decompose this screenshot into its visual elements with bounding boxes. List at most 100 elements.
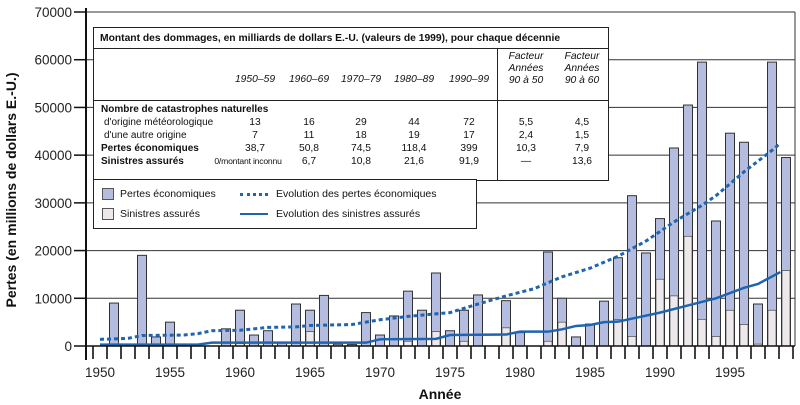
section-label: Nombre de catastrophes naturelles (101, 104, 269, 115)
bar-insured-1998 (767, 309, 777, 347)
row-label: d'une autre origine (104, 130, 187, 141)
x-axis-title: Année (419, 386, 462, 402)
factor-cell: 2,4 (518, 130, 534, 141)
bar-insured-1992 (683, 235, 693, 347)
legend-solid-line (240, 213, 268, 215)
x-axis-ticks: 1950 1955 1960 1965 1970 1975 1980 1985 1990 1995 (85, 346, 794, 380)
factor-cell: 4,5 (574, 117, 590, 128)
factor-cell: 13,6 (571, 156, 593, 167)
bar-insured-1993 (697, 318, 707, 347)
legend: Pertes économiques Evolution des pertes … (93, 179, 477, 229)
bar-economic-1997 (753, 303, 763, 347)
table-cell: 399 (460, 143, 478, 154)
bar-economic-1972 (403, 290, 413, 347)
bar-economic-1976 (459, 309, 469, 347)
legend-item-insured-trend: Evolution des sinistres assurés (240, 208, 420, 220)
x-tick-label: 1990 (645, 365, 675, 380)
legend-swatch-insured (102, 208, 114, 220)
bars (109, 61, 791, 347)
y-tick-label: 10000 (34, 291, 72, 306)
table-cell: 11 (303, 130, 315, 141)
decade-header: 1960–69 (288, 74, 330, 85)
bar-insured-1991 (669, 295, 679, 347)
bar-economic-1980 (515, 332, 525, 347)
bar-economic-1985 (585, 323, 595, 347)
table-cell: 18 (355, 130, 367, 141)
row-label: d'origine météorologique (104, 117, 214, 128)
factor-cell: 5,5 (518, 117, 534, 128)
table-cell: 72 (463, 117, 475, 128)
factor-cell: — (520, 156, 532, 167)
factor-header-90-50: Facteur Années 90 à 50 (508, 51, 544, 86)
bar-economic-1989 (641, 252, 651, 347)
y-axis-title: Pertes (en millions de dollars E.-U.) (3, 73, 19, 308)
table-cell: 74,5 (350, 143, 372, 154)
line-insured-trend (100, 270, 781, 346)
legend-item-economic: Pertes économiques (102, 188, 216, 200)
y-tick-label: 70000 (34, 5, 72, 20)
trend-lines (99, 142, 782, 346)
y-tick-label: 30000 (34, 196, 72, 211)
x-tick-label: 1960 (225, 365, 255, 380)
bar-insured-1979 (501, 327, 511, 347)
axes (85, 8, 796, 360)
legend-label: Evolution des sinistres assurés (276, 208, 421, 220)
table-cell: 29 (355, 117, 367, 128)
legend-item-economic-trend: Evolution des pertes économiques (240, 188, 437, 200)
y-tick-label: 40000 (34, 148, 72, 163)
bar-insured-1983 (557, 321, 567, 347)
table-cell: 118,4 (401, 143, 427, 154)
table-cell: 6,7 (301, 156, 317, 167)
y-tick-label: 20000 (34, 244, 72, 259)
table-cell: 21,6 (403, 156, 425, 167)
legend-item-insured: Sinistres assurés (102, 208, 200, 220)
y-axis-ticks: 0 10000 20000 30000 40000 50000 60000 70000 (34, 5, 86, 354)
bar-economic-1998 (767, 61, 777, 347)
x-tick-label: 1975 (435, 365, 465, 380)
y-tick-label: 60000 (34, 53, 72, 68)
row-label: Sinistres assurés (101, 156, 184, 167)
bar-economic-1994 (711, 220, 721, 347)
bar-economic-1953 (137, 254, 147, 347)
bar-economic-1975 (445, 330, 455, 347)
bar-economic-1960 (235, 309, 245, 347)
bar-insured-1987 (613, 319, 623, 347)
bar-insured-1995 (725, 309, 735, 347)
info-table-title: Montant des dommages, en milliards de do… (94, 28, 608, 49)
bar-insured-1994 (711, 336, 721, 347)
bar-economic-1961 (249, 334, 259, 347)
bar-insured-1996 (739, 324, 749, 347)
legend-label: Pertes économiques (120, 188, 216, 200)
table-cell: 17 (463, 130, 475, 141)
table-cell: 19 (408, 130, 420, 141)
bar-economic-1966 (319, 294, 329, 347)
table-cell: 16 (303, 117, 315, 128)
table-cell: 44 (408, 117, 420, 128)
bar-insured-1999 (781, 270, 791, 347)
legend-label: Sinistres assurés (120, 208, 200, 220)
table-cell: 13 (249, 117, 261, 128)
x-tick-label: 1995 (715, 365, 745, 380)
legend-dotted-line (240, 192, 268, 196)
x-tick-label: 1985 (575, 365, 605, 380)
factor-cell: 1,5 (574, 130, 590, 141)
y-tick-label: 50000 (34, 100, 72, 115)
table-cell: 7 (252, 130, 258, 141)
factor-cell: 7,9 (574, 143, 590, 154)
table-cell: 10,8 (350, 156, 372, 167)
decade-header: 1950–59 (234, 74, 276, 85)
y-tick-label: 0 (64, 339, 72, 354)
table-divider-vertical (497, 49, 498, 181)
bar-economic-1964 (291, 303, 301, 347)
legend-swatch-economic (102, 188, 114, 200)
bar-insured-1988 (627, 336, 637, 347)
table-cell: 38,7 (244, 143, 266, 154)
x-tick-label: 1980 (505, 365, 535, 380)
row-label: Pertes économiques (101, 143, 199, 154)
info-table: Montant des dommages, en milliards de do… (93, 27, 609, 181)
x-tick-label: 1970 (365, 365, 395, 380)
decade-header: 1970–79 (340, 74, 382, 85)
line-economic-trend (99, 142, 782, 341)
table-cell: 50,8 (298, 143, 320, 154)
x-tick-label: 1955 (155, 365, 185, 380)
